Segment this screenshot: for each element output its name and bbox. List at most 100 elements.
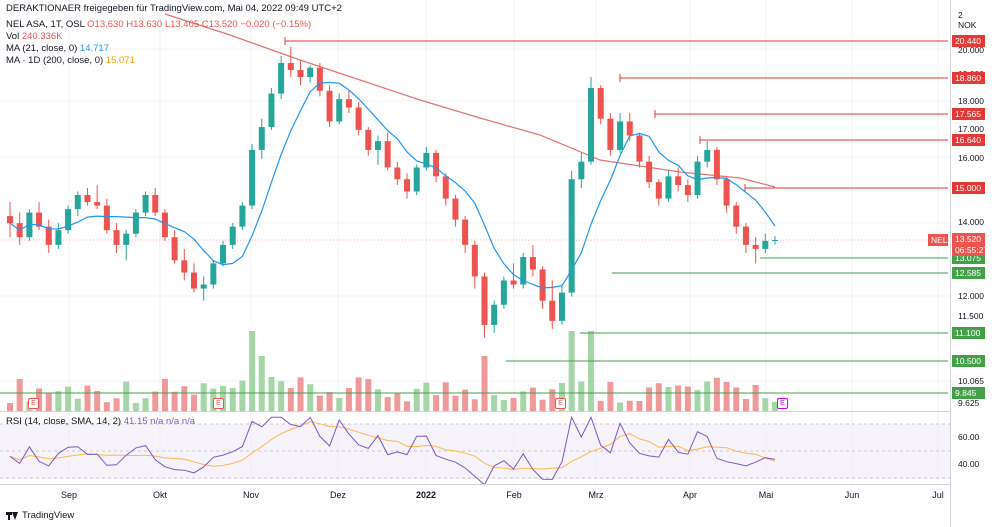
volume-bar: [249, 331, 256, 411]
ma21-legend[interactable]: MA (21, close, 0) 14.717: [6, 43, 109, 54]
symbol-tag: NEL: [928, 234, 948, 246]
candle-body: [733, 205, 740, 227]
candle-body: [210, 263, 217, 285]
price-tick-label: 16.000: [958, 152, 984, 163]
volume-bar: [123, 381, 130, 411]
level-lines: [0, 37, 950, 394]
price-tick-label: 9.625: [958, 397, 980, 408]
candle-body: [510, 280, 517, 285]
dividend-event-icon[interactable]: E: [777, 398, 788, 409]
volume-bar: [103, 402, 110, 411]
volume-bar: [491, 395, 498, 411]
volume-bar: [636, 400, 643, 411]
volume-bar: [278, 381, 285, 411]
candle-body: [762, 240, 769, 249]
volume-bar: [200, 383, 207, 411]
candle-body: [123, 233, 130, 245]
earnings-event-icon[interactable]: E: [28, 398, 39, 409]
volume-bar: [55, 391, 62, 411]
candle-body: [578, 161, 585, 180]
volume-bar: [733, 387, 740, 411]
candle-body: [142, 195, 149, 213]
ma21-line: [9, 81, 776, 289]
high-value: H13.630: [126, 19, 163, 30]
rsi-tick-label: 60.00: [958, 432, 980, 442]
candle-body: [132, 212, 139, 234]
candle-body: [617, 121, 624, 150]
rsi-legend[interactable]: RSI (14, close, SMA, 14, 2) 41.15 n/a n/…: [6, 416, 196, 427]
volume-bar: [529, 387, 536, 411]
candle-body: [249, 149, 256, 206]
volume-bar: [16, 379, 23, 411]
tradingview-footer[interactable]: TradingView: [6, 510, 74, 521]
countdown-tag: 06:55:27: [952, 244, 988, 256]
candle-body: [413, 167, 420, 192]
candle-body: [742, 226, 749, 245]
tradingview-logo-icon: [6, 511, 18, 520]
volume-bar: [433, 395, 440, 411]
time-axis-label: 2022: [415, 490, 437, 500]
ohlc-legend[interactable]: NEL ASA, 1T, OSL O13.630 H13.630 L13.405…: [6, 19, 311, 31]
time-axis-label: Mrz: [588, 490, 604, 500]
candle-body: [297, 70, 304, 78]
volume-bar: [152, 391, 159, 411]
candle-body: [568, 179, 575, 293]
currency-label: NOK: [958, 20, 977, 30]
candle-body: [491, 304, 498, 325]
candle-body: [74, 195, 81, 210]
candle-body: [684, 185, 691, 196]
candle-body: [336, 99, 343, 122]
candle-body: [220, 244, 227, 264]
volume-bar: [762, 398, 769, 411]
volume-bars: [7, 331, 778, 411]
candle-body: [471, 244, 478, 277]
volume-bar: [597, 400, 604, 411]
axis-top-label: 2: [958, 10, 963, 20]
low-value: L13.405: [164, 19, 200, 30]
earnings-event-icon[interactable]: E: [213, 398, 224, 409]
volume-bar: [297, 377, 304, 411]
volume-bar: [607, 381, 614, 411]
candle-body: [190, 272, 197, 289]
candle-body: [646, 161, 653, 183]
resistance-level-tag: 20.440: [952, 35, 985, 47]
volume-bar: [462, 389, 469, 411]
price-tick-label: 10.065: [958, 376, 984, 387]
volume-bar: [190, 394, 197, 411]
candle-body: [365, 129, 372, 150]
candle-body: [607, 118, 614, 150]
ma21-value: 14.717: [79, 43, 109, 54]
candle-body: [36, 212, 43, 227]
volume-bar: [442, 382, 449, 411]
resistance-level-tag: 16.640: [952, 134, 985, 146]
ma200-legend[interactable]: MA · 1D (200, close, 0) 15.071: [6, 55, 135, 66]
resistance-level-tag: 15.000: [952, 182, 985, 194]
support-level-tag: 10.500: [952, 355, 985, 367]
volume-bar: [578, 381, 585, 411]
candle-body: [558, 292, 565, 321]
time-axis-label: Feb: [506, 490, 522, 500]
earnings-event-icon[interactable]: E: [555, 398, 566, 409]
volume-bar: [626, 400, 633, 411]
candle-body: [7, 216, 13, 224]
candle-body: [588, 88, 595, 162]
volume-bar: [229, 387, 236, 411]
time-axis-label: Apr: [682, 490, 698, 500]
candle-body: [597, 88, 604, 119]
volume-bar: [239, 380, 246, 411]
candle-body: [278, 63, 285, 94]
candle-body: [462, 219, 469, 245]
volume-bar: [588, 331, 595, 411]
volume-bar: [132, 402, 139, 411]
volume-bar: [742, 398, 749, 411]
volume-legend[interactable]: Vol 240.336K: [6, 31, 63, 42]
rsi-path: [9, 415, 776, 486]
volume-bar: [481, 356, 488, 411]
candle-body: [326, 90, 333, 122]
support-level-tag: 11.100: [952, 327, 985, 339]
price-tick-label: 18.000: [958, 95, 984, 106]
volume-bar: [45, 393, 52, 411]
volume-bar: [704, 381, 711, 411]
candle-body: [665, 176, 672, 199]
